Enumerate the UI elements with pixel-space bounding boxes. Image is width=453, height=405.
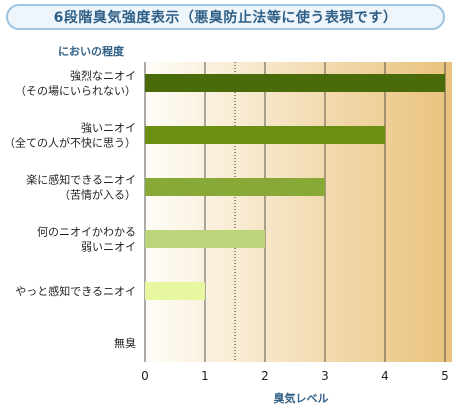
x-tick-label: 2: [261, 369, 269, 383]
bar: [145, 282, 205, 300]
bar: [145, 230, 265, 248]
category-label: （苦情が入る）: [59, 188, 136, 202]
bar: [145, 178, 325, 196]
x-tick-label: 3: [321, 369, 329, 383]
category-label: 楽に感知できるニオイ: [26, 173, 136, 187]
x-tick-label: 4: [381, 369, 389, 383]
x-tick-label: 1: [201, 369, 209, 383]
category-label: （その場にいられない）: [15, 85, 136, 98]
x-tick-label: 0: [141, 369, 149, 383]
chart-title: 6段階臭気強度表示（悪臭防止法等に使う表現です）: [6, 4, 445, 30]
category-label: 無臭: [114, 336, 136, 350]
category-label: 強烈なニオイ: [70, 69, 136, 83]
y-axis-title: においの程度: [58, 44, 125, 58]
category-label: 弱いニオイ: [81, 241, 136, 254]
x-tick-label: 5: [441, 369, 449, 383]
category-label: 何のニオイかわかる: [37, 226, 136, 239]
category-label: （全ての人が不快に思う）: [4, 136, 136, 150]
x-axis-title: 臭気レベル: [274, 391, 329, 405]
bar: [145, 126, 385, 144]
bar: [145, 74, 445, 92]
category-label: やっと感知できるニオイ: [15, 284, 136, 298]
category-label: 強いニオイ: [81, 122, 136, 135]
plot-background: [145, 62, 452, 362]
